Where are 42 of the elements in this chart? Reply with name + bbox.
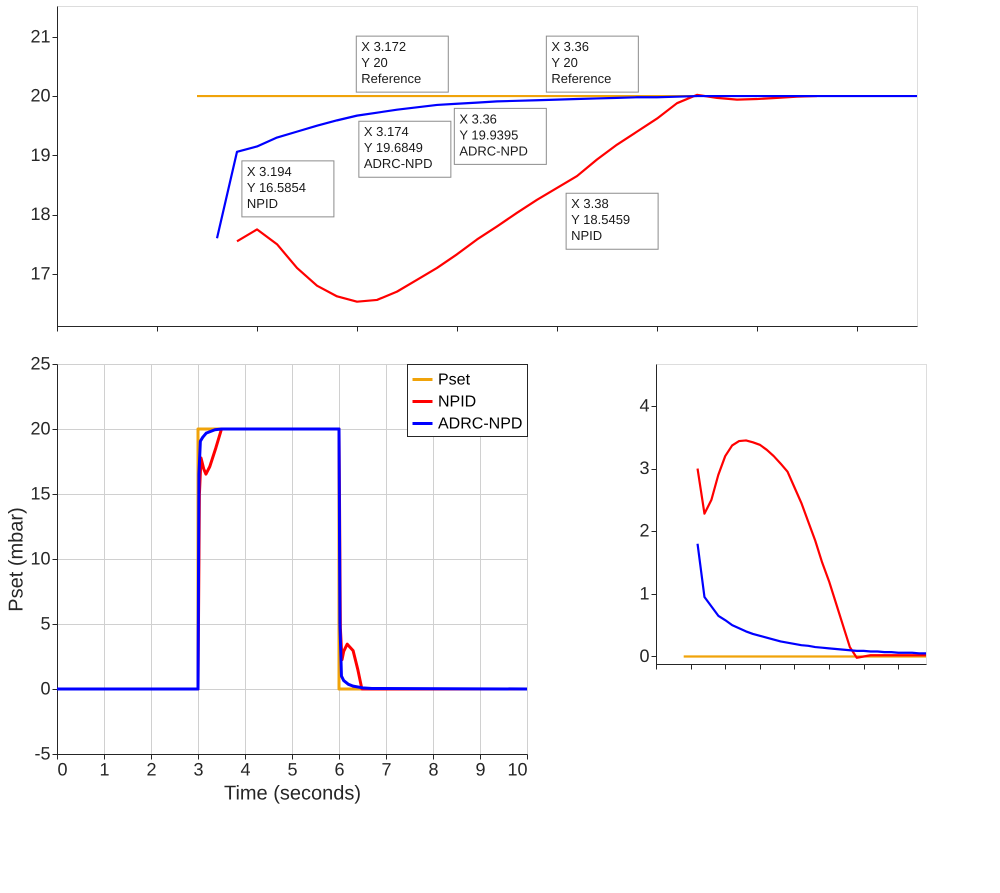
x-tick-label: 4 — [240, 760, 251, 780]
line-series — [696, 542, 926, 654]
line-series — [696, 439, 926, 659]
y-tick-label: 20 — [30, 418, 50, 438]
y-tick-label: 17 — [30, 263, 50, 284]
x-tick-label: 7 — [381, 760, 392, 780]
y-tick-label: 3 — [639, 458, 650, 478]
x-tick-label: 5 — [287, 760, 298, 780]
x-tick-label: 1 — [99, 760, 110, 780]
y-tick-label: 10 — [30, 548, 50, 568]
x-tick-label: 9 — [475, 760, 486, 780]
y-tick-label: 18 — [30, 204, 50, 224]
x-tick-label: 8 — [428, 760, 439, 780]
y-tick-label: 0 — [639, 646, 650, 666]
y-tick-label: 5 — [40, 614, 50, 634]
legend-label: Pset — [438, 372, 471, 388]
annotation: X 3.174 Y 19.6849 ADRC-NPD — [364, 124, 432, 172]
annotation: X 3.172 Y 20 Reference — [361, 39, 422, 86]
y-tick-label: 2 — [639, 520, 650, 541]
y-tick-label: 19 — [30, 144, 50, 165]
y-axis-title: Pset (mbar) — [5, 507, 28, 612]
line-series — [216, 94, 917, 240]
annotation: X 3.38 Y 18.5459 NPID — [571, 196, 630, 244]
x-axis-title: Time (seconds) — [224, 782, 362, 804]
x-tick-label: 6 — [334, 760, 345, 780]
x-tick-label: 0 — [58, 760, 68, 780]
y-tick-label: 21 — [30, 26, 50, 46]
x-tick-label: 2 — [146, 760, 157, 780]
y-tick-label: 25 — [30, 354, 50, 374]
annotation: X 3.194 Y 16.5854 NPID — [246, 164, 306, 211]
y-tick-label: 20 — [30, 86, 50, 106]
y-tick-label: 4 — [639, 395, 650, 416]
x-tick-label: 3 — [193, 760, 204, 780]
y-tick-label: -5 — [34, 744, 50, 764]
annotation: X 3.36 Y 19.9395 ADRC-NPD — [459, 111, 528, 158]
y-tick-label: 0 — [40, 678, 50, 698]
legend-label: NPID — [438, 394, 476, 410]
annotation: X 3.36 Y 20 Reference — [551, 39, 612, 86]
y-tick-label: 1 — [639, 583, 650, 604]
legend-label: ADRC-NPD — [438, 416, 522, 432]
x-tick-label: 10 — [507, 760, 528, 780]
y-tick-label: 15 — [30, 484, 50, 504]
